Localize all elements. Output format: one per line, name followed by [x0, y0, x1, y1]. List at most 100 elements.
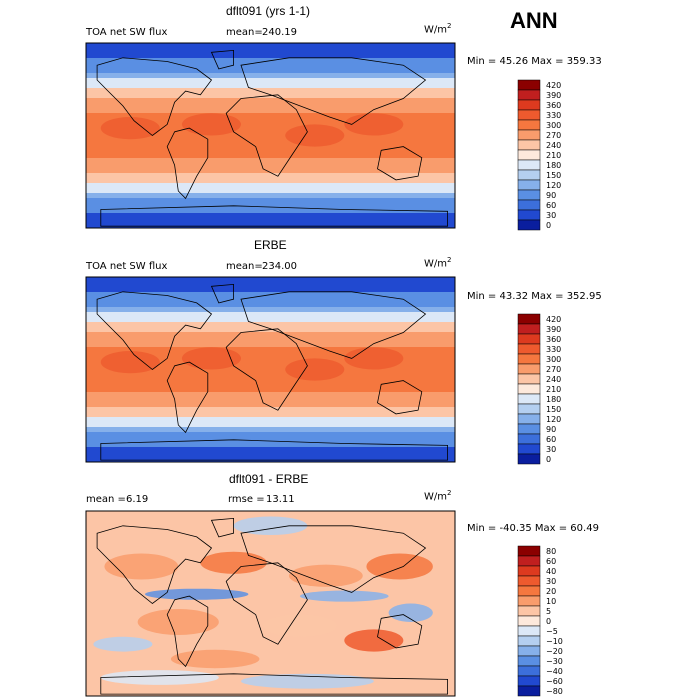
coastline: [166, 595, 209, 668]
colorbar-swatch: [517, 333, 541, 345]
map-band: [86, 53, 455, 59]
map-band: [86, 377, 455, 383]
map-patch: [233, 516, 308, 536]
map-band: [86, 342, 455, 348]
colorbar-swatch: [517, 179, 541, 191]
map-blob: [285, 124, 345, 147]
map-band: [86, 128, 455, 134]
map-band: [86, 193, 455, 199]
map-band: [86, 43, 455, 49]
map-patch: [170, 649, 260, 669]
map-field-1: [86, 43, 455, 228]
panel-2-unit: W/m2: [424, 256, 452, 270]
map-band: [86, 397, 455, 403]
map-panel-3: [85, 510, 456, 697]
colorbar-label: 420: [546, 81, 561, 90]
colorbar-swatch: [517, 219, 541, 231]
map-band: [86, 68, 455, 74]
map-band: [86, 218, 455, 224]
colorbar-swatch: [517, 209, 541, 221]
colorbar-swatch: [517, 199, 541, 211]
map-frame: [85, 276, 456, 463]
map-band: [86, 173, 455, 179]
colorbar-label: 180: [546, 395, 561, 404]
map-band: [86, 282, 455, 288]
map-band: [86, 48, 455, 54]
map-patch: [200, 551, 267, 574]
map-patch: [288, 564, 363, 587]
colorbar-swatch: [517, 89, 541, 101]
colorbar-swatch: [517, 149, 541, 161]
map-band: [86, 98, 455, 104]
colorbar-label: −5: [546, 627, 558, 636]
map-band: [86, 297, 455, 303]
map-band: [86, 302, 455, 308]
coastline: [166, 361, 209, 434]
panel-3-minmax: Min = -40.35 Max = 60.49: [467, 523, 599, 534]
map-band: [86, 208, 455, 214]
panel-1-field: TOA net SW flux: [86, 27, 168, 38]
colorbar-swatch: [517, 433, 541, 445]
colorbar-label: 360: [546, 101, 561, 110]
colorbar-swatch: [517, 453, 541, 465]
map-patch: [366, 553, 433, 580]
colorbar-swatch: [517, 605, 541, 617]
colorbar-swatch: [517, 119, 541, 131]
colorbar-label: 240: [546, 141, 561, 150]
map-band: [86, 178, 455, 184]
colorbar-label: −80: [546, 687, 563, 696]
map-band: [86, 148, 455, 154]
coastline: [100, 205, 449, 227]
map-band: [86, 158, 455, 164]
map-band: [86, 317, 455, 323]
colorbar-label: 0: [546, 455, 551, 464]
colorbar-swatch: [517, 159, 541, 171]
map-band: [86, 357, 455, 363]
map-patch: [145, 588, 249, 600]
colorbar-swatch: [517, 373, 541, 385]
colorbar-swatch: [517, 615, 541, 627]
colorbar-swatch: [517, 313, 541, 325]
map-band: [86, 163, 455, 169]
map-band: [86, 183, 455, 189]
colorbar-label: 150: [546, 171, 561, 180]
map-blob: [285, 358, 345, 381]
map-band: [86, 352, 455, 358]
map-band: [86, 123, 455, 129]
colorbar-label: 390: [546, 91, 561, 100]
colorbar-swatch: [517, 685, 541, 697]
map-band: [86, 432, 455, 438]
map-band: [86, 382, 455, 388]
map-band: [86, 417, 455, 423]
map-band: [86, 427, 455, 433]
map-band: [86, 442, 455, 448]
colorbar-swatch: [517, 443, 541, 455]
map-patch: [263, 614, 337, 637]
map-panel-1: [85, 42, 456, 229]
colorbar-label: 300: [546, 355, 561, 364]
colorbar-swatch: [517, 665, 541, 677]
panel-3-mean-value: 6.19: [126, 494, 149, 505]
colorbar-swatch: [517, 635, 541, 647]
colorbar-swatch: [517, 189, 541, 201]
map-band: [86, 287, 455, 293]
map-band: [86, 138, 455, 144]
colorbar-label: −30: [546, 657, 563, 666]
coastline: [225, 94, 308, 177]
map-band: [86, 143, 455, 149]
map-band: [86, 108, 455, 114]
colorbar-label: 30: [546, 211, 556, 220]
colorbar-label: 90: [546, 425, 556, 434]
map-band: [86, 63, 455, 69]
coastline: [240, 57, 427, 125]
coastline: [240, 291, 427, 359]
map-band: [86, 452, 455, 458]
colorbar-swatch: [517, 585, 541, 597]
season-label: ANN: [510, 8, 558, 33]
colorbar-label: 60: [546, 435, 556, 444]
map-band: [86, 437, 455, 443]
coastline: [210, 517, 235, 538]
